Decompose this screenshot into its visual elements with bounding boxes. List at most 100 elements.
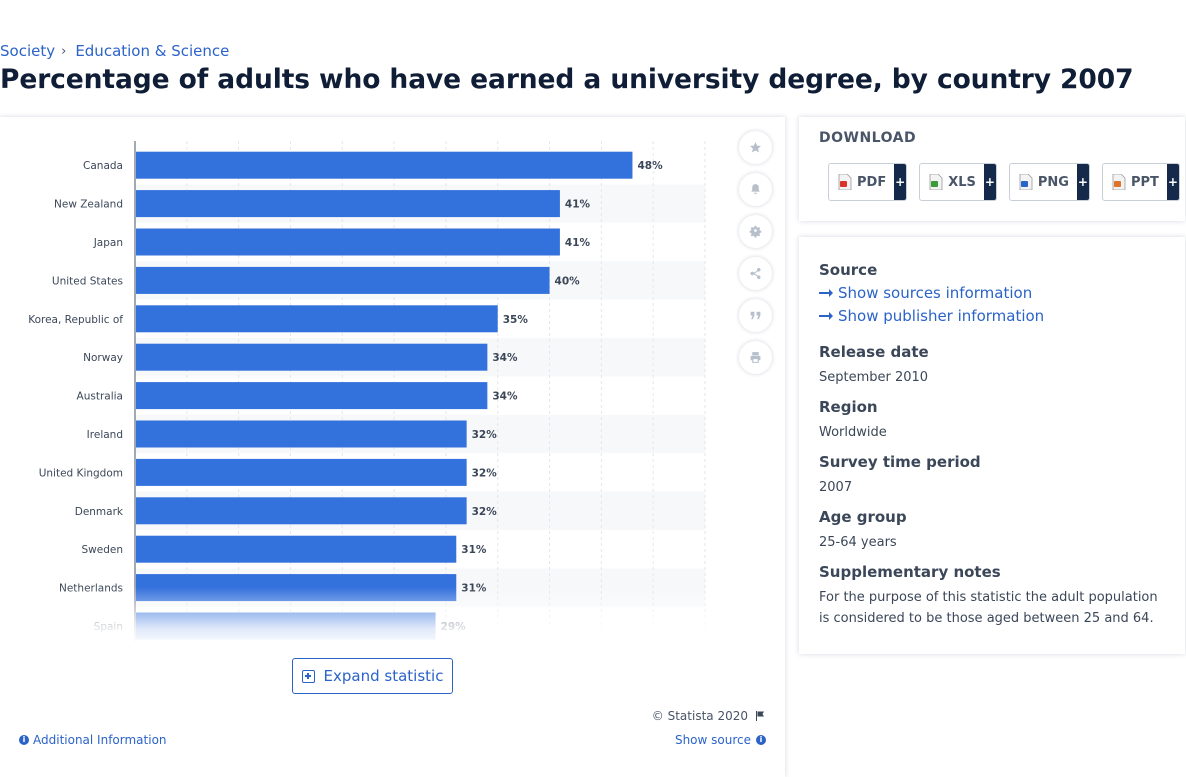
download-ppt-plus: + (1166, 164, 1179, 200)
share-button[interactable] (739, 257, 772, 290)
breadcrumb: Society › Education & Science (0, 42, 229, 60)
arrow-right-icon (819, 312, 833, 320)
category-label: Canada (83, 160, 123, 172)
release-date-section: Release date September 2010 (819, 343, 929, 388)
expand-icon (301, 669, 315, 683)
download-buttons: PDF + XLS + PNG + PPT + (828, 163, 1186, 201)
favorite-button[interactable] (739, 131, 772, 164)
share-icon (750, 267, 761, 280)
bar[interactable] (136, 535, 457, 563)
quote-icon (750, 311, 761, 320)
age-group-value: 25-64 years (819, 535, 897, 550)
data-label: 32% (472, 467, 498, 479)
xls-file-icon (929, 174, 943, 190)
show-source-link[interactable]: Show source i (675, 733, 766, 747)
pdf-file-icon (838, 174, 852, 190)
data-label: 31% (461, 583, 487, 595)
category-label: Korea, Republic of (28, 314, 123, 326)
bar[interactable] (136, 574, 457, 602)
breadcrumb-education-science[interactable]: Education & Science (75, 42, 230, 60)
age-group-label: Age group (819, 508, 907, 526)
data-label: 34% (492, 391, 518, 403)
category-label: New Zealand (54, 199, 123, 211)
download-card: DOWNLOAD PDF + XLS + PNG + PPT + (799, 117, 1185, 221)
category-label: Japan (93, 237, 123, 249)
bar[interactable] (136, 458, 467, 486)
additional-information-label: Additional Information (33, 733, 167, 747)
data-label: 41% (565, 237, 591, 249)
download-xls-button[interactable]: XLS + (919, 163, 997, 201)
download-png-button[interactable]: PNG + (1008, 163, 1090, 201)
print-icon (750, 352, 761, 363)
notification-button[interactable] (739, 173, 772, 206)
download-ppt-label: PPT (1130, 174, 1159, 190)
info-icon: i (19, 735, 29, 745)
survey-period-value: 2007 (819, 480, 853, 495)
breadcrumb-society[interactable]: Society (0, 42, 56, 60)
bar[interactable] (136, 151, 633, 179)
chart-area: Canada 48% New Zealand 41% Japan 41% United St… (0, 141, 730, 641)
copyright-text: © Statista 2020 (651, 709, 748, 723)
supplementary-notes-value: For the purpose of this statistic the ad… (819, 590, 1158, 626)
download-png-plus: + (1076, 164, 1089, 200)
bar[interactable] (136, 420, 467, 448)
category-label: Norway (83, 352, 123, 364)
show-publisher-link[interactable]: Show publisher information (819, 307, 1044, 325)
bell-icon (751, 184, 760, 195)
release-date-value: September 2010 (819, 370, 929, 385)
data-label: 48% (637, 160, 663, 172)
category-label: Australia (77, 391, 123, 403)
bar[interactable] (136, 190, 560, 218)
chart-toolbar (739, 131, 772, 383)
data-label: 34% (492, 352, 518, 364)
png-file-icon (1019, 174, 1033, 190)
bar-chart: Canada 48% New Zealand 41% Japan 41% United St… (28, 141, 706, 641)
ppt-file-icon (1112, 174, 1126, 190)
download-pdf-label: PDF (857, 174, 887, 190)
data-label: 29% (441, 621, 467, 633)
download-xls-label: XLS (948, 174, 976, 190)
data-label: 32% (472, 506, 498, 518)
download-xls-plus: + (983, 164, 996, 200)
copyright: © Statista 2020 (652, 709, 766, 723)
category-label: Sweden (82, 544, 124, 556)
region-label: Region (819, 398, 878, 416)
bar[interactable] (136, 382, 488, 410)
age-group-section: Age group 25-64 years (819, 508, 907, 553)
download-ppt-button[interactable]: PPT + (1101, 163, 1180, 201)
gear-icon (749, 225, 762, 238)
page-title: Percentage of adults who have earned a u… (0, 64, 1134, 95)
cite-button[interactable] (739, 299, 772, 332)
print-button[interactable] (739, 341, 772, 374)
category-label: Spain (94, 621, 123, 633)
bar[interactable] (136, 497, 467, 525)
survey-period-section: Survey time period 2007 (819, 453, 981, 498)
data-label: 40% (555, 275, 581, 287)
show-sources-link[interactable]: Show sources information (819, 284, 1044, 302)
expand-statistic-button[interactable]: Expand statistic (292, 658, 453, 694)
bar[interactable] (136, 343, 488, 371)
supplementary-notes-section: Supplementary notes For the purpose of t… (819, 563, 1159, 629)
survey-period-label: Survey time period (819, 453, 981, 471)
bar[interactable] (136, 305, 498, 333)
bar[interactable] (136, 612, 436, 640)
category-label: United Kingdom (39, 467, 123, 479)
bar[interactable] (136, 266, 550, 294)
data-label: 41% (565, 199, 591, 211)
download-png-label: PNG (1037, 174, 1069, 190)
data-label: 35% (503, 314, 529, 326)
info-icon: i (756, 735, 766, 745)
additional-information-link[interactable]: i Additional Information (19, 733, 167, 747)
download-pdf-button[interactable]: PDF + (828, 163, 908, 201)
statistic-info-card: Source Show sources information Show pub… (799, 237, 1185, 654)
settings-button[interactable] (739, 215, 772, 248)
release-date-label: Release date (819, 343, 929, 361)
download-title: DOWNLOAD (819, 130, 917, 146)
show-source-label: Show source (674, 733, 751, 747)
arrow-right-icon (819, 289, 833, 297)
supplementary-notes-label: Supplementary notes (819, 563, 1001, 581)
flag-icon[interactable] (754, 710, 766, 722)
category-label: Ireland (87, 429, 123, 441)
expand-statistic-label: Expand statistic (323, 667, 444, 685)
bar[interactable] (136, 228, 560, 256)
